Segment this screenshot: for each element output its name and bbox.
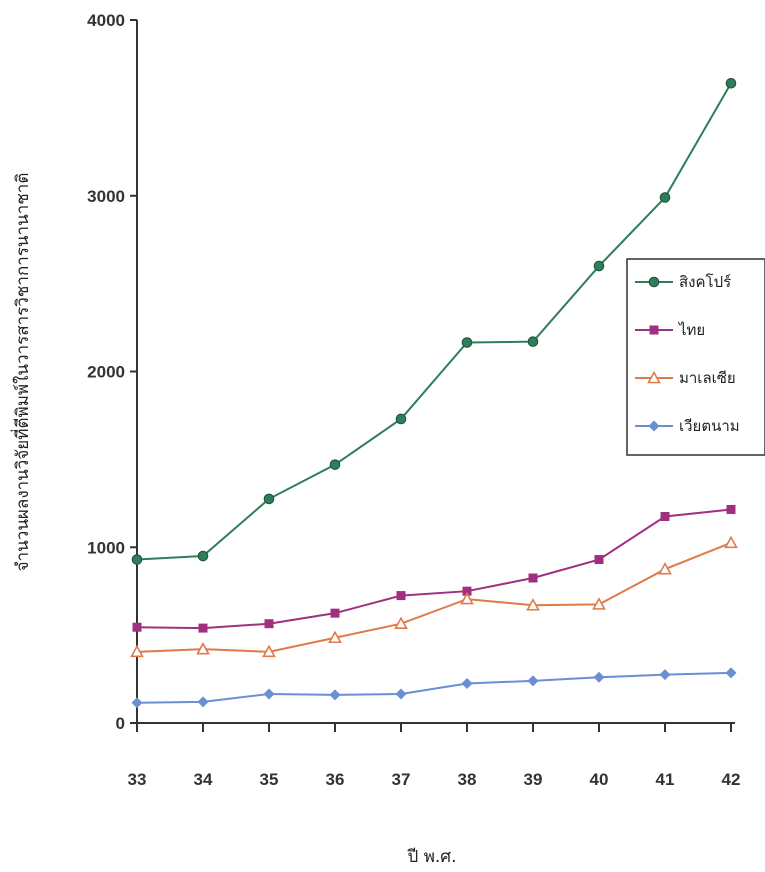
y-tick-label: 1000 [87,538,125,557]
data-point [395,413,407,425]
data-point [262,644,276,658]
y-tick-label: 3000 [87,187,125,206]
series-line [136,671,732,704]
series-line [136,508,732,630]
data-point [461,677,473,689]
legend-item: มาเลเซีย [635,369,736,387]
legend-marker [648,420,660,432]
data-point [594,555,604,565]
data-point [329,459,341,470]
x-tick-label: 41 [656,770,675,789]
data-point [724,535,738,549]
data-point [197,696,209,708]
x-axis-title: ปี พ.ศ. [407,847,457,867]
legend-label: สิงคโปร์ [679,273,731,291]
x-tick-label: 36 [326,770,345,789]
data-point [527,336,539,347]
x-tick-label: 33 [128,770,147,789]
data-point [263,493,275,505]
data-point [725,77,737,89]
data-point [263,688,275,700]
legend-marker [647,370,661,384]
legend-item: ไทย [635,321,705,339]
axes: 0 1000 2000 3000 4000 33 34 35 36 37 38 39 40 41 42 [87,11,740,789]
legend-box [626,258,765,456]
y-tick-label: 4000 [87,11,125,30]
legend-item: เวียตนาม [635,417,740,435]
x-tick-label: 40 [590,770,609,789]
legend-marker [649,325,659,335]
data-point [462,586,472,596]
data-point [726,504,736,514]
data-point [658,562,672,575]
y-axis-title: จำนวนผลงานวิจัยที่ตีพิมพ์ในวารสารวิชาการ… [10,173,33,572]
data-point [328,630,342,644]
data-point [725,667,737,679]
series-4 [131,667,737,709]
x-tick-label: 34 [194,770,213,789]
data-point [132,622,142,632]
data-point [461,337,473,348]
legend-label: ไทย [678,321,705,339]
data-point [131,697,143,709]
data-point [593,671,605,683]
data-point [395,688,407,700]
data-point [526,598,540,611]
y-tick-label: 2000 [87,363,125,382]
data-point [396,591,406,601]
data-point [131,554,143,565]
data-point [330,608,340,618]
x-tick-label: 42 [722,770,741,789]
series-line [136,541,732,653]
x-tick-label: 38 [458,770,477,789]
data-point [197,550,209,562]
series-3 [130,535,738,658]
data-point [593,260,605,272]
data-point [329,689,341,701]
series-2 [132,504,736,633]
data-point [264,619,274,629]
series-layer [130,77,738,709]
data-point [130,644,144,658]
data-point [659,669,671,681]
data-point [592,597,606,610]
x-tick-label: 35 [260,770,279,789]
x-tick-label: 37 [392,770,411,789]
data-point [659,192,671,203]
y-tick-label: 0 [116,714,125,733]
data-point [660,511,670,521]
series-line [136,82,732,561]
legend-marker [648,276,660,288]
data-point [460,591,474,605]
data-point [198,623,208,633]
legend-label: เวียตนาม [679,417,740,435]
series-1 [131,77,737,565]
data-point [196,642,210,655]
data-point [528,573,538,583]
legend-label: มาเลเซีย [679,369,736,387]
data-point [394,616,408,630]
legend-item: สิงคโปร์ [635,273,731,291]
data-point [527,675,539,687]
x-tick-label: 39 [524,770,543,789]
